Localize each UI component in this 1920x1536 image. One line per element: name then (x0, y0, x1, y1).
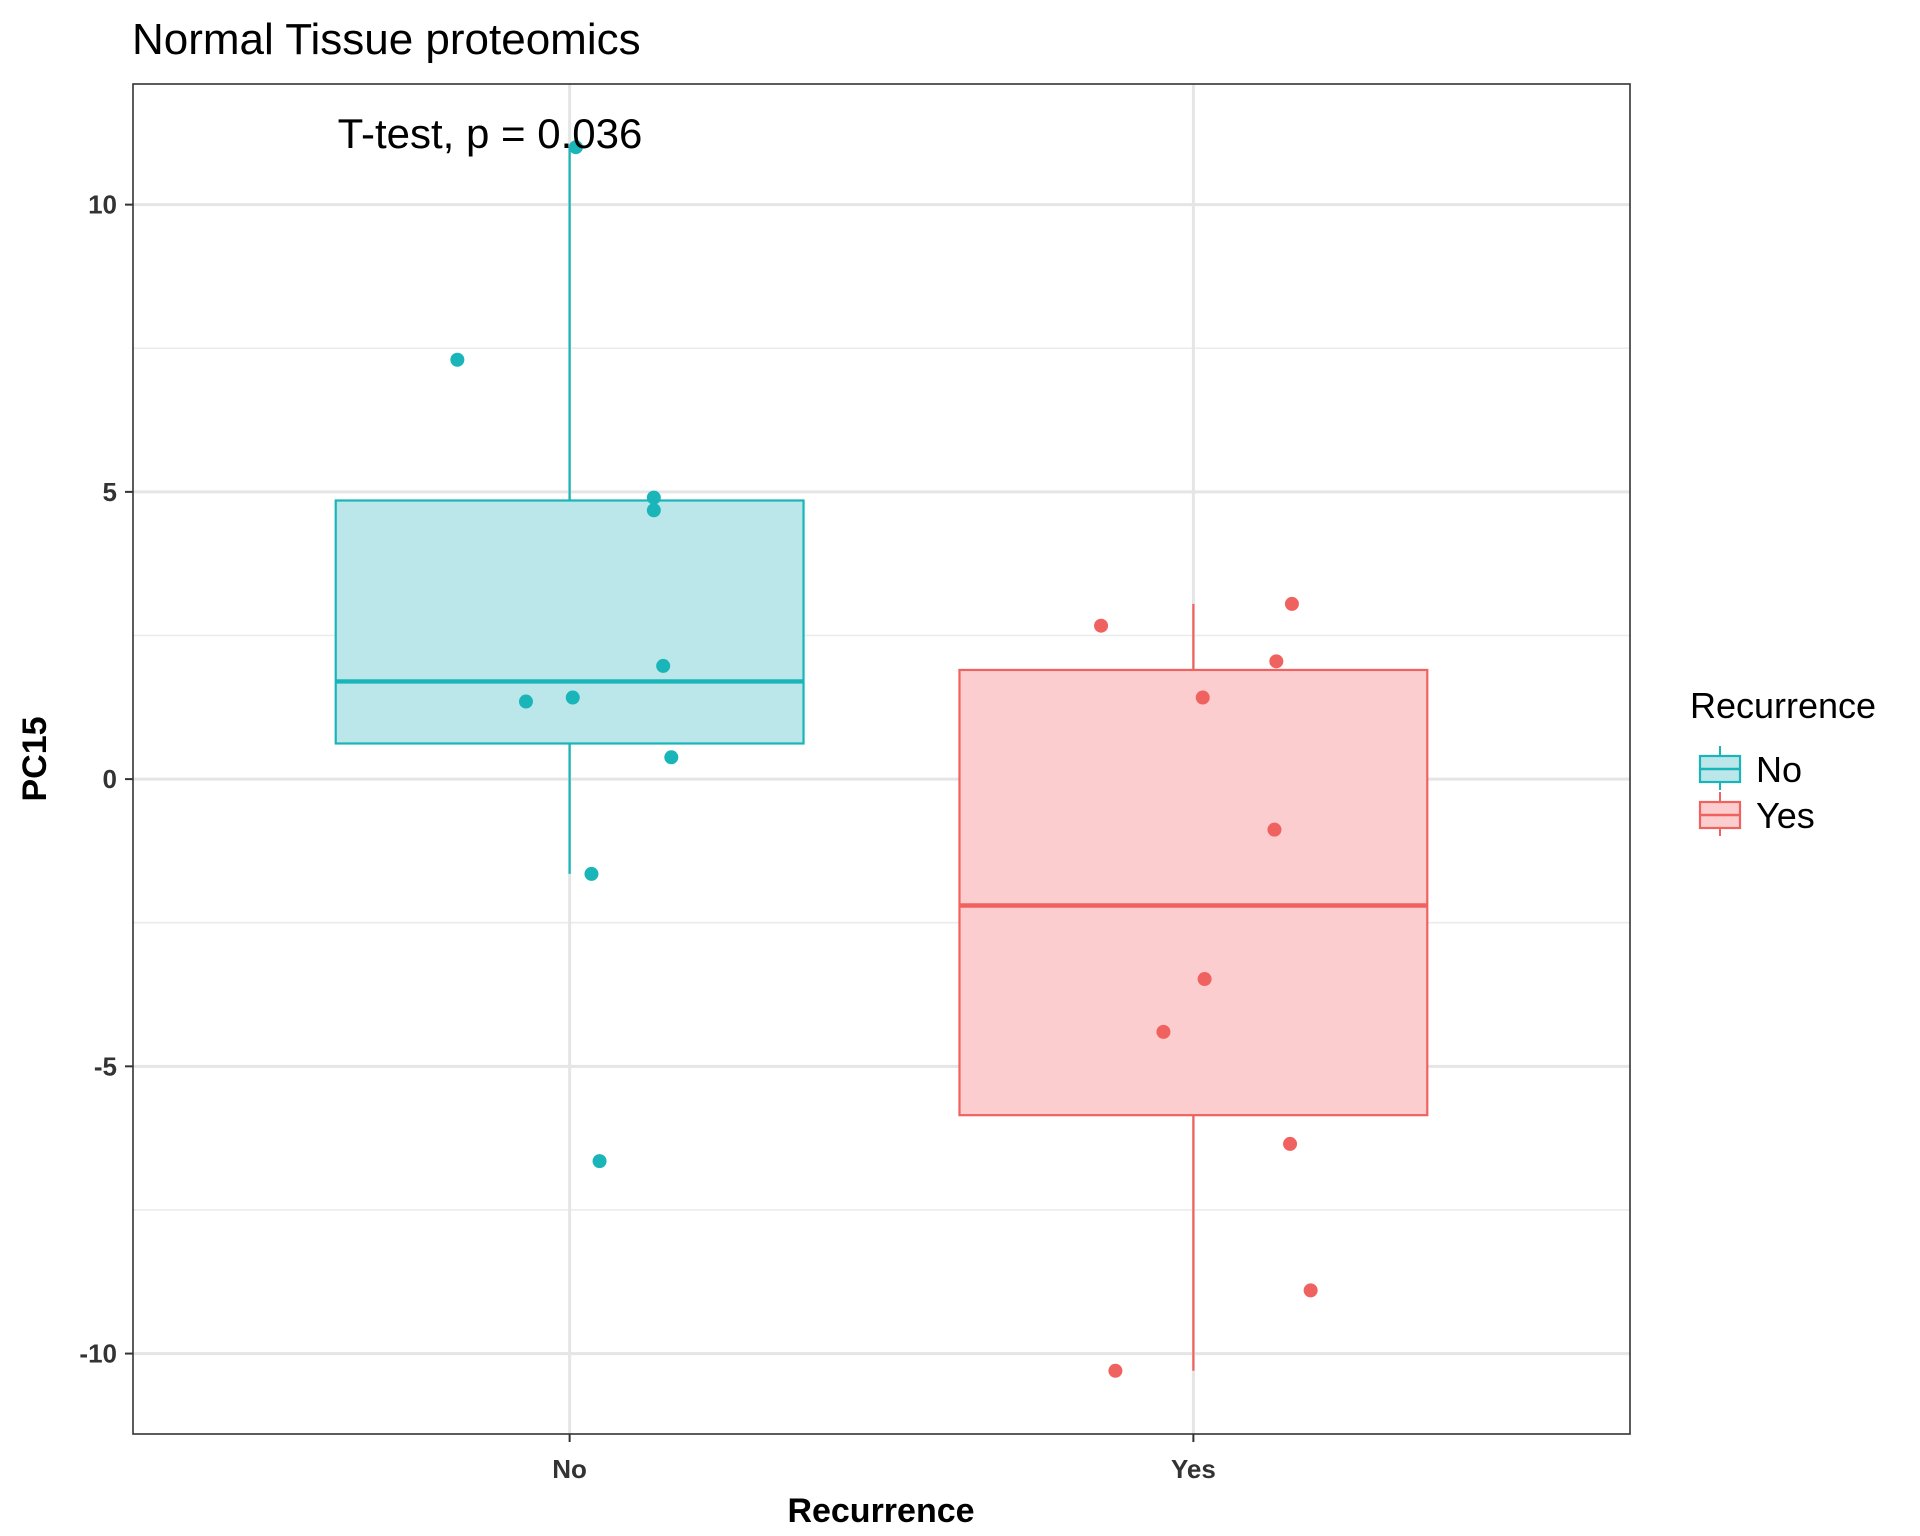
legend-label: No (1756, 749, 1802, 790)
y-axis-label: PC15 (16, 716, 54, 801)
y-tick-label: -5 (94, 1051, 117, 1081)
point-yes (1303, 1283, 1318, 1298)
point-yes (1284, 596, 1299, 611)
t-test-annotation: T-test, p = 0.036 (338, 110, 643, 157)
legend-label: Yes (1756, 795, 1815, 836)
point-no (646, 490, 661, 505)
x-tick-label: Yes (1171, 1454, 1216, 1484)
x-tick-label: No (552, 1454, 587, 1484)
legend-item-yes: Yes (1698, 792, 1815, 836)
point-yes (1269, 654, 1284, 669)
point-no (592, 1154, 607, 1169)
y-tick-label: -10 (79, 1339, 117, 1369)
point-no (518, 694, 533, 709)
point-yes (1197, 972, 1212, 987)
point-yes (1156, 1024, 1171, 1039)
plot-border (132, 83, 1631, 1435)
box-yes (958, 603, 1429, 1371)
point-yes (1108, 1363, 1123, 1378)
data-points (450, 140, 1318, 1378)
point-yes (1094, 618, 1109, 633)
point-no (584, 866, 599, 881)
x-axis: No Yes (552, 1434, 1216, 1484)
boxes (334, 147, 1429, 1371)
point-no (664, 750, 679, 765)
point-yes (1283, 1136, 1298, 1151)
box-body (958, 668, 1429, 1117)
y-tick-label: 10 (88, 190, 117, 220)
legend-item-no: No (1698, 746, 1802, 790)
legend: Recurrence No Yes (1690, 685, 1876, 836)
point-no (656, 658, 671, 673)
point-no (450, 352, 465, 367)
x-axis-label: Recurrence (787, 1492, 974, 1530)
point-no (565, 690, 580, 705)
y-tick-label: 0 (103, 764, 117, 794)
point-no (646, 503, 661, 518)
y-tick-label: 5 (103, 477, 117, 507)
point-yes (1267, 822, 1282, 837)
chart-title: Normal Tissue proteomics (132, 15, 641, 64)
point-yes (1195, 690, 1210, 705)
y-axis: -10 -5 0 5 10 (79, 190, 133, 1369)
legend-title: Recurrence (1690, 685, 1876, 726)
point-no (568, 140, 583, 155)
